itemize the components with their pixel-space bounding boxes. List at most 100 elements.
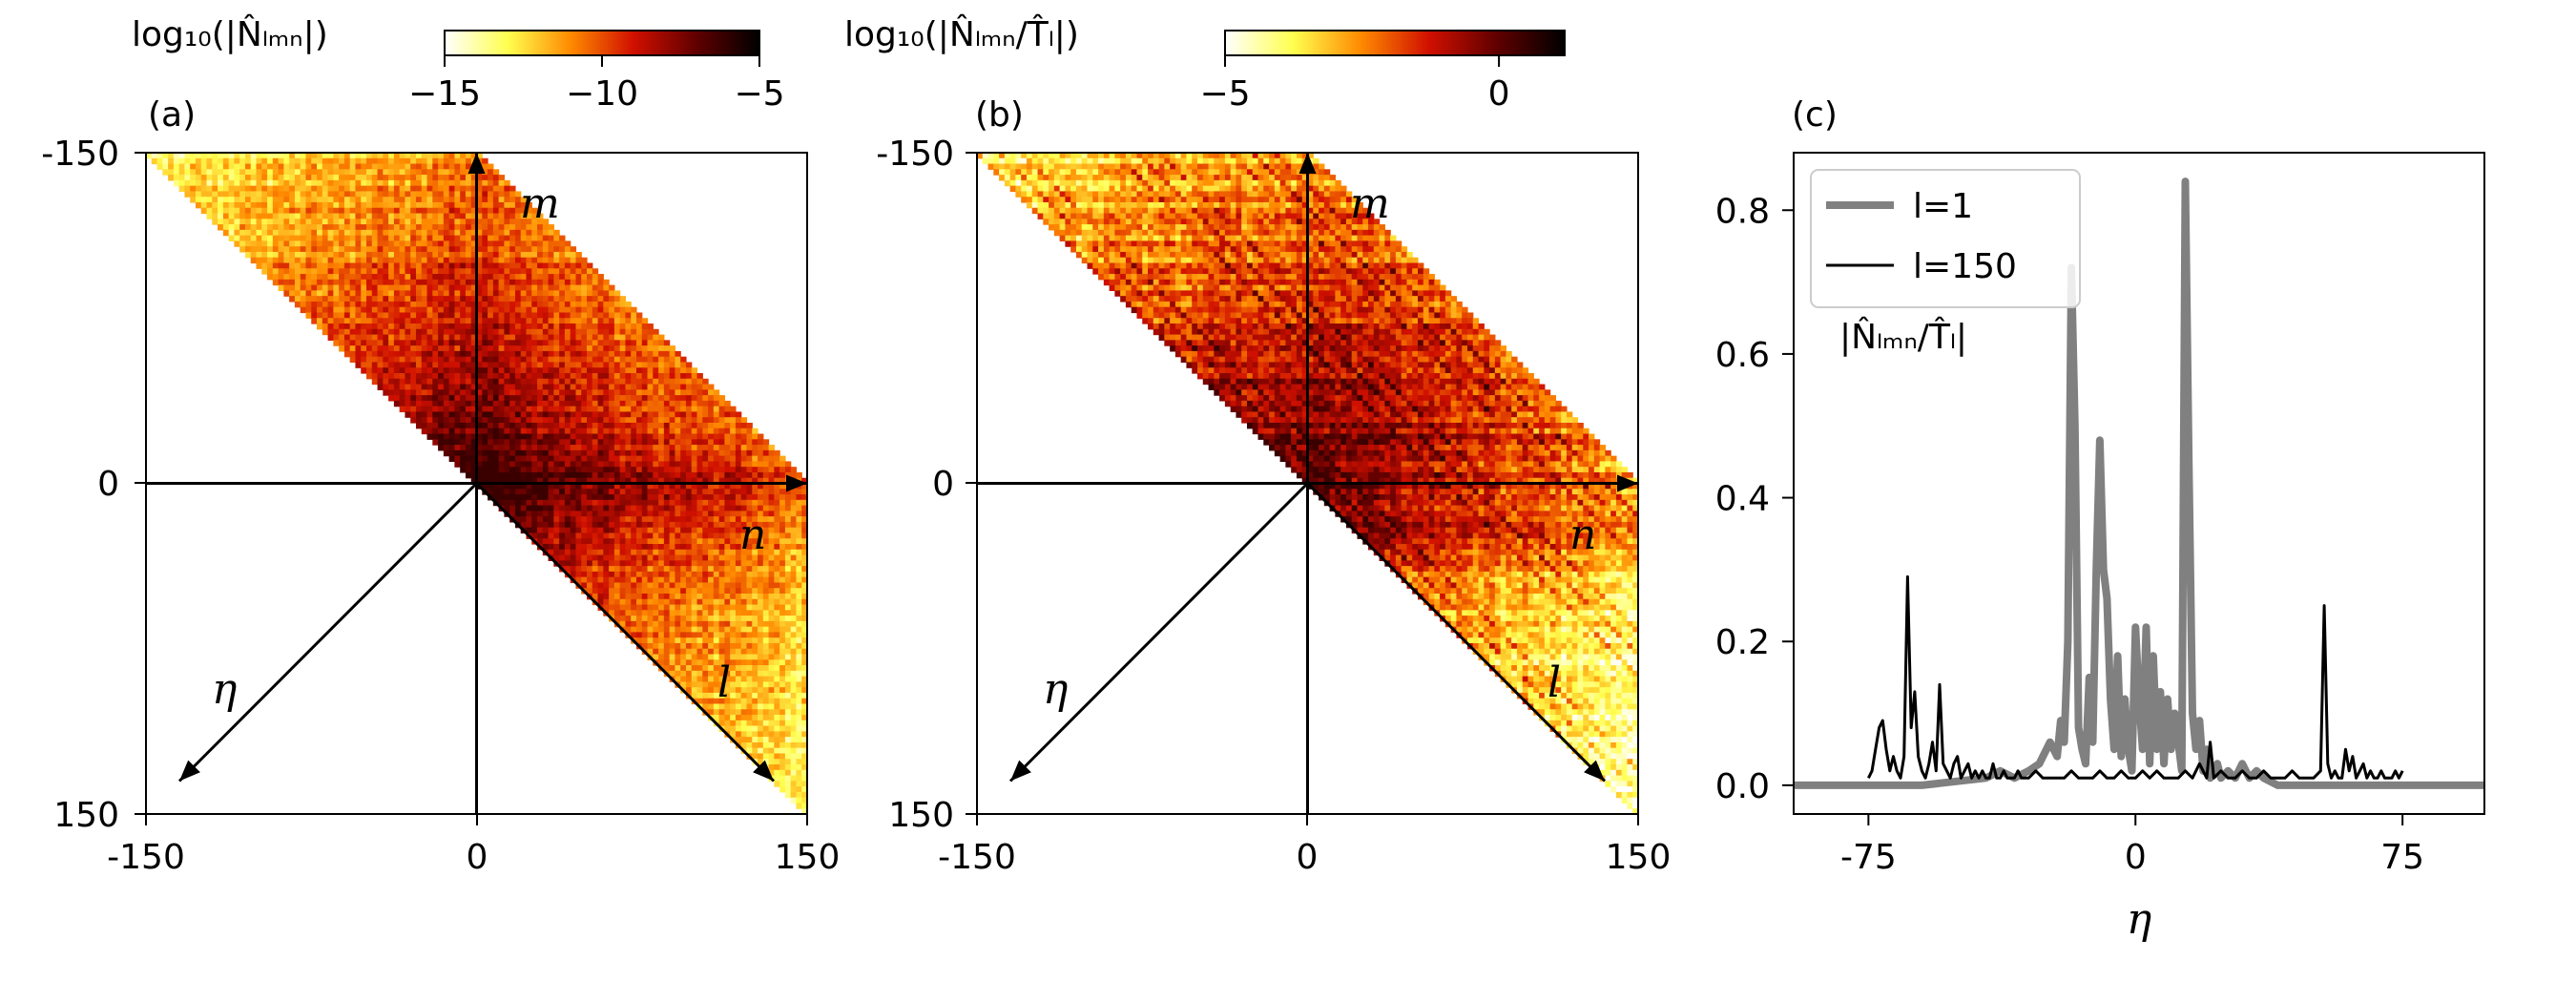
heatmap-cell [438, 279, 445, 286]
heatmap-cell [470, 207, 478, 215]
heatmap-cell [570, 384, 577, 390]
heatmap-cell [383, 274, 389, 281]
heatmap-cell [322, 257, 329, 264]
heatmap-cell [488, 400, 494, 407]
heatmap-cell [575, 400, 582, 407]
heatmap-cell [504, 345, 510, 352]
heatmap-cell [405, 279, 411, 286]
heatmap-cell [548, 400, 554, 407]
heatmap-cell [625, 494, 632, 501]
heatmap-cell [526, 477, 532, 485]
heatmap-cell [696, 422, 703, 429]
heatmap-cell [488, 455, 494, 463]
heatmap-cell [509, 367, 516, 374]
heatmap-cell [383, 279, 389, 286]
heatmap-cell [635, 549, 643, 556]
heatmap-cell [531, 428, 538, 435]
heatmap-cell [415, 389, 423, 396]
heatmap-cell [647, 560, 654, 567]
heatmap-cell [669, 400, 676, 407]
heatmap-cell [410, 345, 417, 352]
heatmap-cell [399, 345, 406, 352]
heatmap-cell [685, 626, 693, 634]
heatmap-cell [685, 604, 693, 611]
heatmap-cell [476, 395, 483, 402]
heatmap-cell [625, 324, 632, 330]
heatmap-cell [300, 185, 307, 193]
heatmap-cell [366, 324, 373, 330]
heatmap-cell [399, 251, 406, 259]
heatmap-cell [448, 157, 456, 165]
heatmap-cell [399, 306, 406, 314]
heatmap-cell [696, 604, 703, 611]
heatmap-cell [740, 521, 748, 529]
heatmap-cell [178, 175, 186, 181]
heatmap-cell [327, 219, 334, 225]
heatmap-cell [514, 378, 522, 386]
heatmap-cell [520, 306, 528, 314]
heatmap-cell [542, 284, 550, 291]
heatmap-cell [609, 340, 615, 346]
heatmap-cell [492, 318, 500, 324]
heatmap-cell [482, 455, 488, 463]
heatmap-cell [675, 395, 681, 402]
heatmap-cell [267, 224, 274, 231]
heatmap-cell [597, 582, 604, 589]
heatmap-cell [696, 516, 703, 523]
heatmap-cell [498, 246, 505, 253]
heatmap-cell [355, 197, 362, 203]
heatmap-cell [740, 554, 748, 561]
heatmap-cell [619, 422, 627, 429]
heatmap-cell [482, 257, 488, 264]
heatmap-cell [504, 489, 510, 495]
heatmap-cell [553, 389, 560, 396]
heatmap-cell [218, 213, 224, 219]
heatmap-cell [460, 406, 467, 413]
heatmap-cell [774, 449, 780, 457]
heatmap-cell [355, 219, 362, 225]
heatmap-cell [432, 224, 439, 231]
heatmap-cell [234, 163, 240, 170]
heatmap-cell [333, 251, 340, 259]
heatmap-cell [613, 560, 621, 567]
heatmap-cell [388, 274, 395, 281]
heatmap-cell [658, 571, 665, 578]
heatmap-cell [570, 554, 577, 561]
heatmap-cell [355, 334, 362, 341]
heatmap-cell [383, 257, 389, 264]
heatmap-cell [504, 395, 510, 402]
heatmap-cell [685, 571, 693, 578]
heatmap-cell [421, 257, 428, 264]
heatmap-cell [339, 157, 345, 165]
heatmap-cell [460, 373, 467, 380]
heatmap-cell [752, 560, 758, 567]
heatmap-cell [740, 422, 748, 429]
heatmap-cell [267, 268, 274, 275]
heatmap-cell [758, 439, 764, 446]
heatmap-cell [470, 301, 478, 308]
heatmap-cell [570, 345, 577, 352]
heatmap-cell [597, 384, 604, 390]
heatmap-cell [696, 499, 703, 507]
heatmap-cell [239, 219, 246, 225]
panel-a-heatmap [146, 153, 807, 814]
heatmap-cell [669, 445, 676, 451]
heatmap-cell [443, 296, 450, 303]
heatmap-cell [272, 191, 280, 198]
heatmap-cell [339, 312, 345, 319]
heatmap-cell [740, 576, 748, 584]
heatmap-cell [454, 362, 461, 368]
heatmap-cell [559, 511, 566, 517]
heatmap-cell [361, 224, 367, 231]
heatmap-cell [680, 566, 687, 573]
heatmap-cell [289, 153, 296, 159]
heatmap-cell [553, 362, 560, 368]
heatmap-cell [702, 626, 709, 634]
heatmap-cell [570, 350, 577, 358]
heatmap-cell [669, 598, 676, 606]
heatmap-cell [619, 483, 627, 490]
heatmap-cell [619, 301, 627, 308]
heatmap-cell [488, 224, 494, 231]
heatmap-cell [619, 489, 627, 495]
heatmap-cell [432, 284, 439, 291]
